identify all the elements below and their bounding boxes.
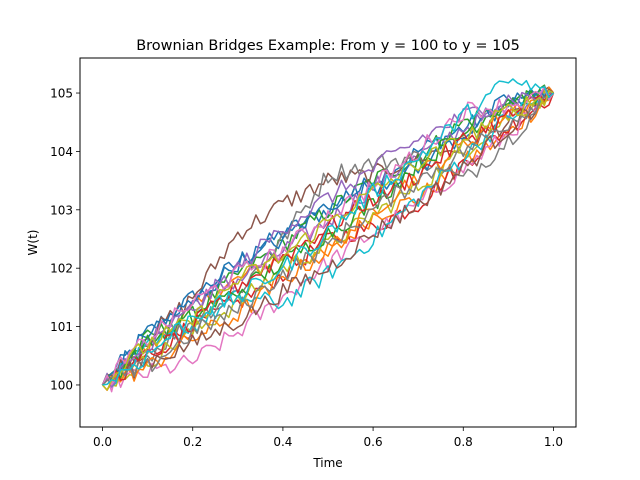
series-layer [101,78,555,393]
bridge-path-19 [101,89,554,391]
x-tick-label: 1.0 [544,435,563,449]
y-axis: 100 101 102 103 104 105 [50,87,80,392]
y-tick-label: 101 [50,320,73,334]
x-tick-label: 0.4 [273,435,292,449]
bridge-path-10 [101,89,554,388]
y-axis-title: W(t) [26,230,40,256]
bridge-path-20 [102,78,554,386]
x-tick-label: 0.2 [183,435,202,449]
y-tick-label: 105 [50,87,73,101]
y-tick-label: 102 [50,262,73,276]
bridge-path-8 [101,92,555,386]
bridge-path-9 [101,89,555,387]
bridge-path-16 [101,88,554,386]
plot-frame [79,57,577,428]
x-axis: 0.0 0.2 0.4 0.6 0.8 1.0 [93,427,563,449]
y-tick-label: 103 [50,203,73,217]
bridge-path-18 [101,92,555,386]
x-axis-title: Time [312,456,342,470]
bridge-path-5 [101,92,554,386]
bridge-path-11 [101,88,555,386]
x-tick-label: 0.6 [364,435,383,449]
bridge-path-4 [101,92,555,386]
y-tick-label: 100 [50,378,73,392]
x-tick-label: 0.0 [93,435,112,449]
y-tick-label: 104 [50,145,73,159]
chart-title: Brownian Bridges Example: From y = 100 t… [136,38,520,54]
x-tick-label: 0.8 [454,435,473,449]
